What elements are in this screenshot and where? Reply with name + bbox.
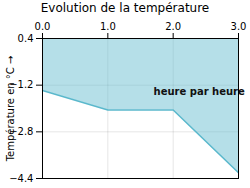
svg-text:3.0: 3.0 <box>231 21 247 32</box>
svg-text:2.0: 2.0 <box>165 21 181 32</box>
svg-text:0.4: 0.4 <box>18 33 34 44</box>
svg-text:heure par heure: heure par heure <box>154 86 245 97</box>
html-text:Evolution de la température: Evolution de la température <box>40 1 210 15</box>
svg-text:Température en °C →: Température en °C → <box>5 56 16 163</box>
svg-text:−2.8: −2.8 <box>9 126 34 137</box>
svg-text:−1.2: −1.2 <box>9 79 34 91</box>
svg-text:1.0: 1.0 <box>100 21 116 32</box>
svg-text:−4.4: −4.4 <box>9 173 33 184</box>
svg-text:0.0: 0.0 <box>35 21 51 32</box>
